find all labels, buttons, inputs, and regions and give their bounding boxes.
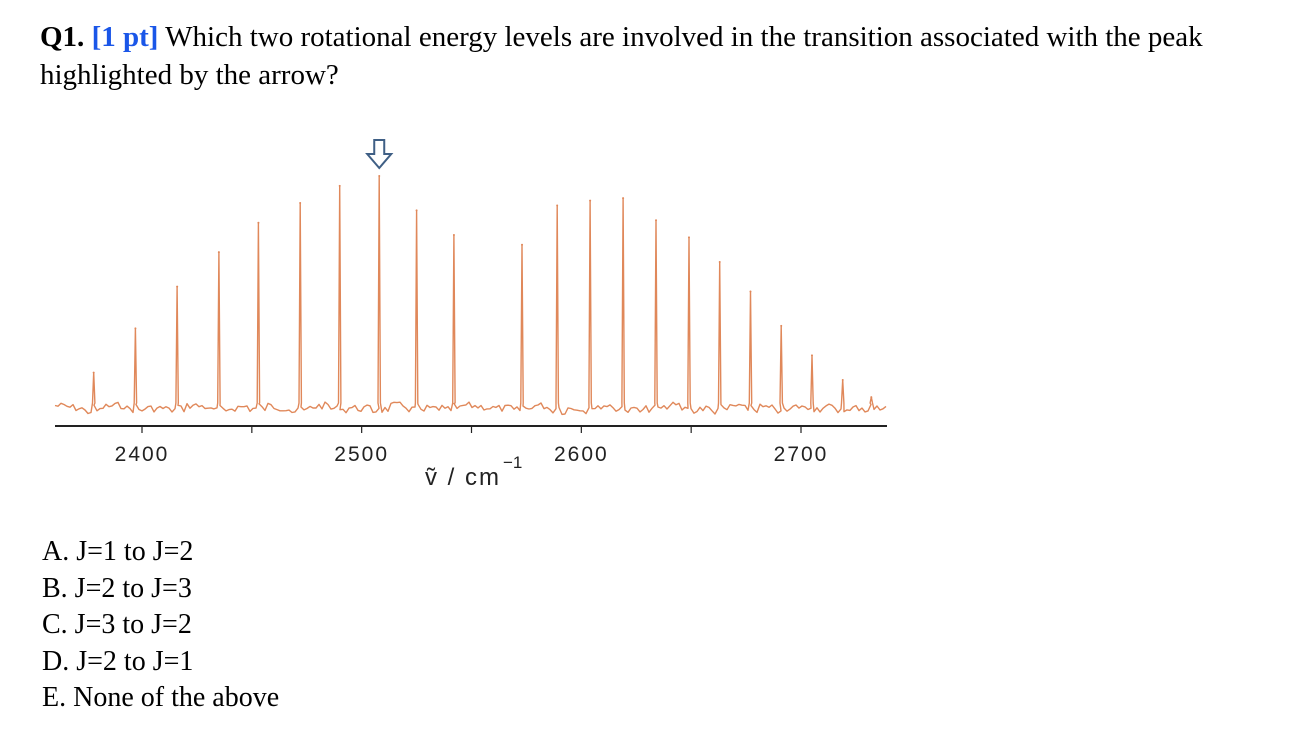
question-text: Q1. [1 pt] Which two rotational energy l… xyxy=(40,18,1280,94)
option-a[interactable]: A. J=1 to J=2 xyxy=(42,536,194,567)
spectrum-peak xyxy=(521,243,524,246)
question-number: Q1. xyxy=(40,21,85,53)
spectrum-peak xyxy=(338,184,341,187)
spectrum-peak xyxy=(841,378,844,381)
highlight-arrow-icon xyxy=(365,139,394,170)
spectrum-peak xyxy=(622,197,625,200)
spectrum-chart: 2400 2500 2600 2700 ṽ / cm −1 xyxy=(54,139,887,491)
spectrum-peak xyxy=(378,175,381,177)
spectrum-peak xyxy=(718,261,721,264)
spectrum-peak xyxy=(176,285,179,288)
spectrum-peak xyxy=(134,327,137,330)
spectrum-peak xyxy=(257,221,260,224)
spectrum-peak xyxy=(810,354,813,357)
spectrum-peak xyxy=(452,233,455,236)
x-tick-label: 2400 xyxy=(115,443,170,466)
spectrum-peak xyxy=(299,202,302,205)
option-e[interactable]: E. None of the above xyxy=(42,682,280,713)
x-tick-label: 2700 xyxy=(774,443,829,466)
answer-options: A. J=1 to J=2 B. J=2 to J=3 C. J=3 to J=… xyxy=(42,534,279,717)
spectrum-peak xyxy=(870,396,873,399)
x-axis-label: ṽ / cm xyxy=(425,464,501,491)
option-c[interactable]: C. J=3 to J=2 xyxy=(42,609,192,640)
x-tick-label: 2500 xyxy=(334,443,389,466)
spectrum-peak xyxy=(415,209,418,212)
x-axis-label-exponent: −1 xyxy=(503,453,522,472)
spectrum-peak xyxy=(780,324,783,327)
spectrum-peak xyxy=(556,204,559,207)
question-body: Which two rotational energy levels are i… xyxy=(40,21,1203,91)
spectrum-peak xyxy=(589,199,592,202)
x-tick-label: 2600 xyxy=(554,443,609,466)
spectrum-peak xyxy=(687,236,690,239)
option-b[interactable]: B. J=2 to J=3 xyxy=(42,572,192,604)
spectrum-peak xyxy=(217,251,220,254)
question-points: [1 pt] xyxy=(91,21,159,53)
x-axis: 2400 2500 2600 2700 xyxy=(55,425,887,466)
option-d[interactable]: D. J=2 to J=1 xyxy=(42,645,194,677)
arrow-down-icon xyxy=(365,139,394,170)
spectrum-peak xyxy=(92,371,95,374)
spectrum-peak xyxy=(749,290,752,293)
spectrum-line xyxy=(54,175,887,416)
spectrum-peak xyxy=(655,219,658,222)
peak-markers xyxy=(92,175,873,399)
